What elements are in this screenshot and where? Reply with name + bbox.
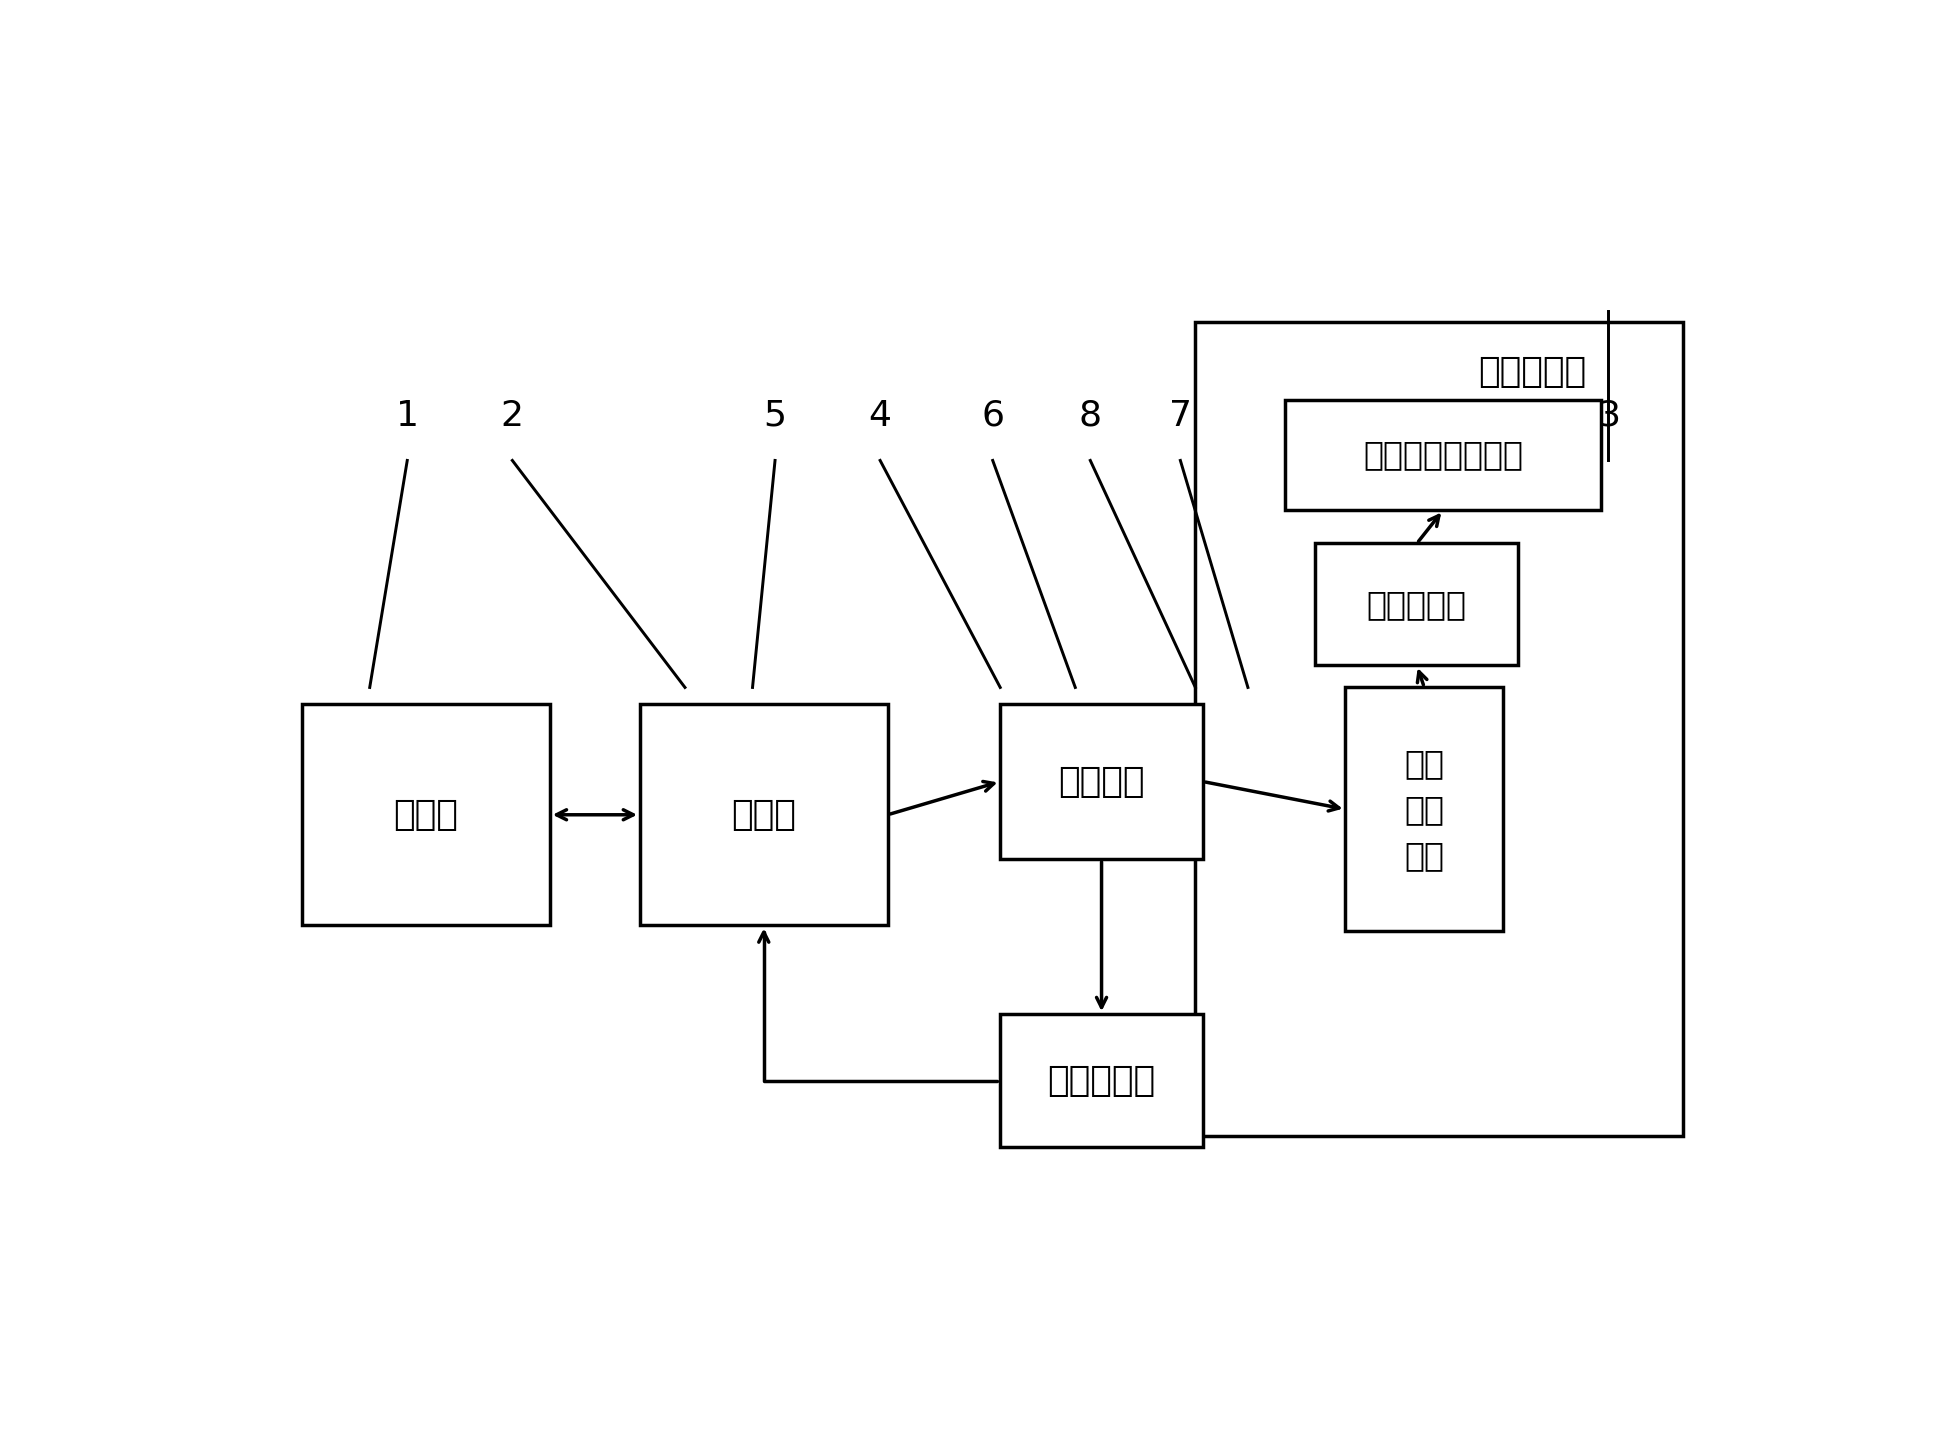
Text: 8: 8 [1079, 398, 1102, 433]
Text: 2: 2 [502, 398, 523, 433]
Bar [1286, 400, 1600, 510]
Bar [1346, 687, 1503, 930]
Bar [302, 705, 550, 926]
Text: 弹性底细胞培养盘: 弹性底细胞培养盘 [1364, 439, 1522, 472]
Text: 凸轮
传动
系统: 凸轮 传动 系统 [1404, 746, 1445, 871]
Bar [639, 705, 887, 926]
Text: 6: 6 [982, 398, 1003, 433]
Text: 步进电机: 步进电机 [1058, 765, 1145, 798]
Text: 1: 1 [395, 398, 418, 433]
Text: 计算机: 计算机 [393, 798, 459, 831]
Bar [999, 1014, 1203, 1148]
Bar [1195, 322, 1683, 1136]
Text: 3: 3 [1596, 398, 1619, 433]
Bar [999, 705, 1203, 858]
Text: 4: 4 [868, 398, 891, 433]
Bar [1315, 544, 1519, 666]
Text: 5: 5 [763, 398, 786, 433]
Text: 控制器: 控制器 [732, 798, 796, 831]
Text: 7: 7 [1168, 398, 1191, 433]
Text: 机械应变器: 机械应变器 [1478, 355, 1586, 390]
Text: 球冠形顶板: 球冠形顶板 [1368, 588, 1466, 621]
Text: 光电编码器: 光电编码器 [1048, 1064, 1156, 1097]
